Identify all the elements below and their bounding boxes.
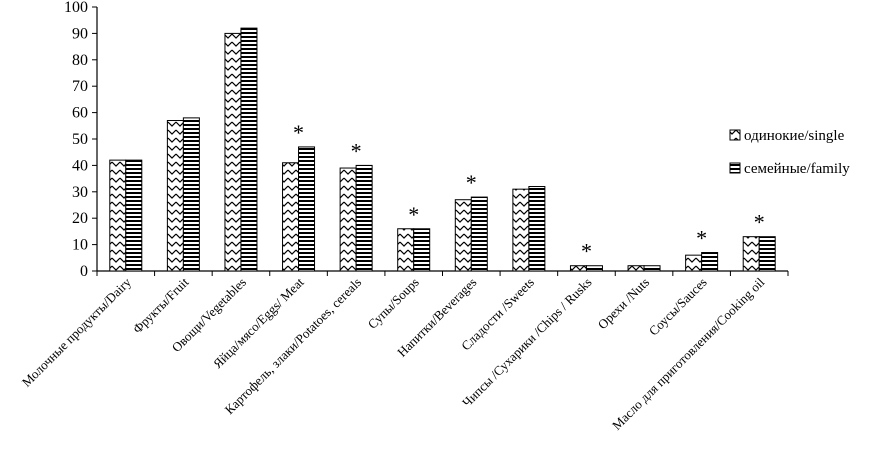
bar [742,236,760,272]
bar [528,186,546,272]
bar [109,159,127,272]
bar [339,167,357,272]
y-tick-label: 0 [80,263,88,280]
legend-label: семейные/family [744,161,850,177]
significance-star: * [408,202,419,227]
y-tick-label: 10 [72,237,88,254]
legend-swatch [729,129,741,141]
bar [125,159,143,272]
bar [282,162,300,272]
y-tick-label: 70 [72,78,88,95]
y-tick-label: 40 [72,157,88,174]
legend-label: одинокие/single [744,128,845,144]
bar [685,254,703,272]
bar [585,265,603,272]
axes: 0 10 20 30 40 50 60 70 80 90 100 [64,0,789,280]
bar [512,188,530,272]
significance-star: * [581,239,592,264]
bar [454,199,472,272]
category-label: Соусы/Sauces [646,275,710,339]
bar [355,164,373,272]
bar [298,146,316,272]
significance-star: * [754,210,765,235]
y-tick-label: 80 [72,52,88,69]
bar [627,265,645,272]
bar [182,117,200,272]
category-label: Фрукты/Fruit [130,274,192,336]
y-tick-label: 30 [72,184,88,201]
category-label: Супы/Soups [365,275,422,332]
bar [470,196,488,272]
category-label: Молочные продукты/Dairy [19,274,135,390]
significance-star: * [466,170,477,195]
bar [758,236,776,272]
y-tick-label: 60 [72,105,88,122]
bar [413,228,431,272]
bar [166,120,184,272]
y-tick-label: 20 [72,210,88,227]
y-tick-label: 90 [72,25,88,42]
bar [240,27,258,272]
y-tick-label: 100 [64,0,88,16]
bar [701,252,719,272]
bars [109,27,776,272]
significance-star: * [696,226,707,251]
bar [224,32,242,272]
bar [397,228,415,272]
legend-swatch [729,162,741,174]
bar [643,265,661,272]
y-tick-label: 50 [72,131,88,148]
legend: одинокие/single семейные/family [729,128,850,177]
category-label: Орехи /Nuts [595,275,653,333]
bar [569,265,587,272]
significance-star: * [351,138,362,163]
significance-star: * [293,120,304,145]
